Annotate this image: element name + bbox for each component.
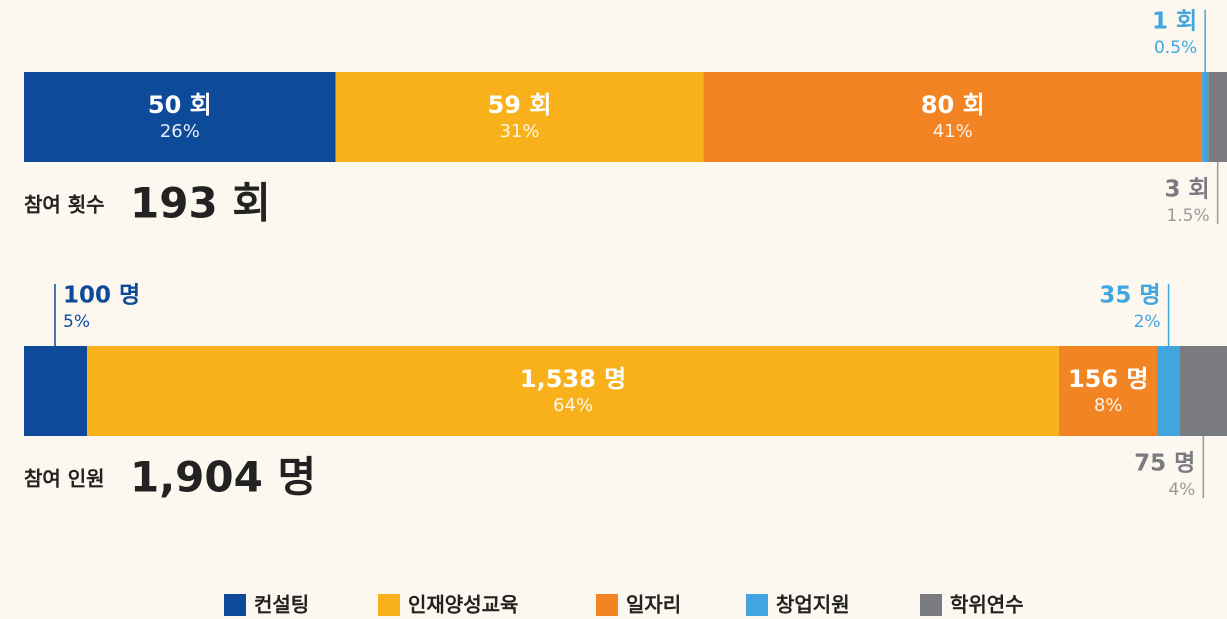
value-label: 80 회 xyxy=(921,91,985,119)
bar-segment xyxy=(24,72,336,162)
bar-segment xyxy=(1157,346,1180,436)
legend-label: 컨설팅 xyxy=(254,593,309,617)
bar-segment xyxy=(1179,346,1227,436)
value-label: 75 명 xyxy=(1134,451,1195,477)
percent-label: 8% xyxy=(1094,395,1123,416)
bar-segment xyxy=(1208,72,1227,162)
bar-segment xyxy=(1058,346,1158,436)
value-label: 50 회 xyxy=(148,91,212,119)
total-caption: 참여 인원 xyxy=(24,467,105,491)
legend-label: 일자리 xyxy=(626,593,681,617)
percent-label: 2% xyxy=(1134,312,1161,332)
value-label: 59 회 xyxy=(488,91,552,119)
legend-label: 학위연수 xyxy=(950,593,1024,617)
value-label: 1 회 xyxy=(1152,9,1197,35)
legend-swatch xyxy=(920,594,942,616)
percent-label: 64% xyxy=(553,395,593,416)
total-value: 1,904 명 xyxy=(130,453,316,502)
legend-label: 인재양성교육 xyxy=(408,593,518,617)
percent-label: 41% xyxy=(933,121,973,142)
percent-label: 4% xyxy=(1168,480,1195,500)
percent-label: 5% xyxy=(63,312,90,332)
legend-swatch xyxy=(596,594,618,616)
percent-label: 1.5% xyxy=(1166,206,1209,226)
total-value: 193 회 xyxy=(130,179,271,228)
value-label: 156 명 xyxy=(1068,365,1149,393)
legend-swatch xyxy=(746,594,768,616)
value-label: 3 회 xyxy=(1164,177,1209,203)
percent-label: 26% xyxy=(160,121,200,142)
bar-segment xyxy=(1202,72,1209,162)
value-label: 1,538 명 xyxy=(520,365,626,393)
legend-label: 창업지원 xyxy=(776,593,850,617)
value-label: 35 명 xyxy=(1099,283,1160,309)
bar-segment xyxy=(87,346,1059,436)
legend-swatch xyxy=(224,594,246,616)
percent-label: 0.5% xyxy=(1154,38,1197,58)
percent-label: 31% xyxy=(500,121,540,142)
total-caption: 참여 횟수 xyxy=(24,193,105,217)
value-label: 100 명 xyxy=(63,283,140,309)
bar-segment xyxy=(335,72,704,162)
bar-segment xyxy=(703,72,1203,162)
legend-swatch xyxy=(378,594,400,616)
bar-segment xyxy=(24,346,88,436)
